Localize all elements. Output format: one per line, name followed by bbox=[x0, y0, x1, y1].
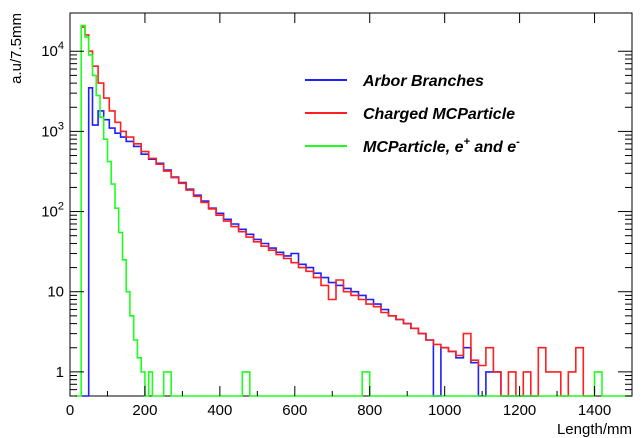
series-line-1 bbox=[81, 26, 595, 397]
x-tick-label-6: 1200 bbox=[503, 402, 536, 419]
x-tick-label-2: 400 bbox=[207, 402, 232, 419]
legend-label-part: and e bbox=[470, 139, 516, 156]
legend: Arbor Branches Charged MCParticle MCPartic… bbox=[305, 73, 520, 156]
y-tick-label-2: 102 bbox=[41, 201, 64, 221]
legend-label-superscript: - bbox=[516, 136, 520, 148]
legend-label-0: Arbor Branches bbox=[362, 73, 484, 90]
x-tick-label-7: 1400 bbox=[578, 402, 611, 419]
x-axis-title: Length/mm bbox=[557, 421, 632, 438]
y-tick-base: 10 bbox=[41, 123, 58, 140]
y-tick-label-4: 104 bbox=[41, 40, 64, 60]
legend-label-2: MCParticle, e+ and e- bbox=[363, 136, 520, 156]
y-tick-label-0: 1 bbox=[56, 364, 64, 381]
series-line-2 bbox=[75, 24, 632, 397]
x-tick-label-4: 800 bbox=[357, 402, 382, 419]
legend-label-part: Arbor Branches bbox=[362, 73, 484, 90]
y-tick-base: 10 bbox=[47, 284, 64, 301]
y-tick-exponent: 4 bbox=[58, 40, 64, 52]
y-tick-base: 1 bbox=[56, 364, 64, 381]
series-layer bbox=[75, 24, 632, 397]
legend-label-part: MCParticle, e bbox=[363, 139, 464, 156]
x-tick-label-0: 0 bbox=[66, 402, 74, 419]
legend-label-part: Charged MCParticle bbox=[363, 106, 515, 123]
y-axis-title: a.u/7.5mm bbox=[8, 13, 25, 84]
x-tick-label-5: 1000 bbox=[428, 402, 461, 419]
x-tick-label-1: 200 bbox=[132, 402, 157, 419]
x-tick-label-3: 600 bbox=[282, 402, 307, 419]
y-tick-label-3: 103 bbox=[41, 120, 64, 140]
y-tick-base: 10 bbox=[41, 43, 58, 60]
legend-label-superscript: + bbox=[463, 136, 470, 148]
y-tick-exponent: 2 bbox=[58, 201, 64, 213]
y-tick-exponent: 3 bbox=[58, 120, 64, 132]
y-tick-label-1: 10 bbox=[47, 284, 64, 301]
y-tick-base: 10 bbox=[41, 204, 58, 221]
legend-label-1: Charged MCParticle bbox=[363, 106, 515, 123]
